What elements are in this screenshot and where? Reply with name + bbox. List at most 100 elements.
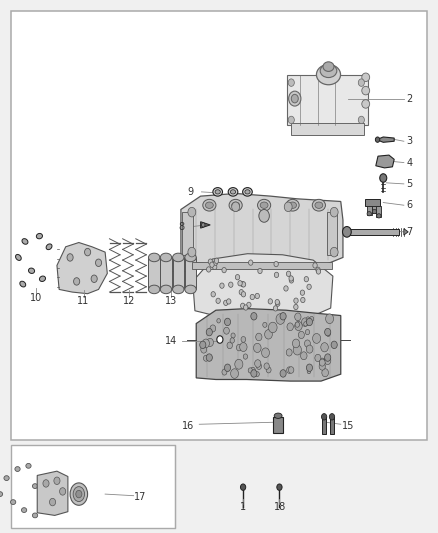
Bar [173, 257, 184, 289]
Circle shape [300, 352, 307, 360]
Circle shape [85, 248, 91, 256]
Ellipse shape [213, 188, 223, 196]
Ellipse shape [316, 64, 341, 85]
Circle shape [276, 314, 285, 324]
Circle shape [238, 280, 242, 286]
Text: 7: 7 [406, 227, 413, 237]
Text: 14: 14 [165, 336, 177, 346]
Circle shape [293, 345, 301, 355]
Ellipse shape [76, 490, 82, 498]
Circle shape [321, 343, 328, 352]
Circle shape [266, 367, 271, 373]
Ellipse shape [286, 199, 299, 211]
Circle shape [240, 303, 245, 309]
Circle shape [43, 480, 49, 487]
Polygon shape [37, 471, 68, 515]
Text: 18: 18 [274, 503, 286, 512]
Circle shape [224, 300, 228, 305]
Circle shape [277, 484, 282, 490]
Polygon shape [367, 206, 372, 215]
Circle shape [206, 328, 212, 336]
Circle shape [244, 305, 248, 310]
Circle shape [329, 414, 335, 420]
Circle shape [286, 271, 291, 277]
Circle shape [319, 358, 325, 365]
Circle shape [216, 298, 220, 303]
Circle shape [326, 332, 330, 336]
Text: 9: 9 [187, 187, 194, 197]
Circle shape [224, 364, 230, 372]
Ellipse shape [32, 513, 38, 518]
Circle shape [295, 321, 302, 330]
Circle shape [210, 262, 214, 268]
Circle shape [288, 116, 294, 124]
Circle shape [200, 341, 206, 349]
Polygon shape [193, 254, 333, 319]
Circle shape [331, 341, 337, 349]
Ellipse shape [315, 202, 323, 208]
Circle shape [54, 477, 60, 484]
Circle shape [247, 302, 251, 308]
Circle shape [325, 314, 334, 324]
Text: 6: 6 [406, 200, 413, 210]
Circle shape [330, 207, 338, 217]
Circle shape [251, 370, 257, 377]
Circle shape [294, 304, 298, 310]
Circle shape [224, 318, 230, 326]
Ellipse shape [15, 467, 20, 471]
Circle shape [60, 488, 66, 495]
Ellipse shape [70, 483, 88, 505]
Circle shape [255, 372, 259, 376]
Ellipse shape [289, 202, 297, 208]
Circle shape [259, 209, 269, 222]
Circle shape [287, 323, 293, 330]
Circle shape [306, 317, 310, 321]
Ellipse shape [312, 199, 325, 211]
Bar [185, 257, 196, 289]
Polygon shape [377, 137, 394, 142]
Circle shape [358, 79, 364, 86]
Bar [327, 212, 337, 255]
Circle shape [248, 260, 253, 265]
Circle shape [254, 343, 261, 352]
Circle shape [248, 368, 252, 373]
Circle shape [204, 355, 208, 361]
Bar [330, 417, 334, 434]
Circle shape [280, 312, 286, 320]
Bar [273, 417, 283, 433]
Polygon shape [181, 193, 343, 268]
Circle shape [74, 278, 80, 285]
Polygon shape [192, 262, 332, 269]
Text: 1: 1 [240, 503, 246, 512]
Circle shape [265, 329, 272, 339]
Circle shape [293, 339, 300, 348]
Circle shape [251, 312, 257, 320]
Circle shape [254, 360, 261, 367]
Ellipse shape [372, 209, 377, 214]
Circle shape [188, 247, 196, 257]
Circle shape [243, 354, 247, 359]
Circle shape [235, 359, 243, 369]
Circle shape [358, 116, 364, 124]
Circle shape [67, 254, 73, 261]
Circle shape [263, 322, 267, 327]
Circle shape [304, 340, 311, 347]
Ellipse shape [36, 233, 42, 239]
Polygon shape [196, 309, 341, 381]
Circle shape [217, 319, 220, 323]
Ellipse shape [46, 244, 52, 249]
Text: 12: 12 [123, 296, 135, 306]
Ellipse shape [230, 190, 236, 194]
Ellipse shape [20, 281, 26, 287]
Circle shape [289, 276, 293, 281]
Circle shape [313, 334, 321, 343]
Circle shape [325, 357, 331, 365]
Circle shape [229, 282, 233, 287]
Polygon shape [404, 229, 408, 235]
Circle shape [307, 364, 313, 372]
Ellipse shape [148, 253, 160, 262]
Circle shape [289, 367, 294, 373]
Polygon shape [372, 206, 377, 213]
Circle shape [256, 363, 261, 369]
Circle shape [241, 282, 246, 287]
